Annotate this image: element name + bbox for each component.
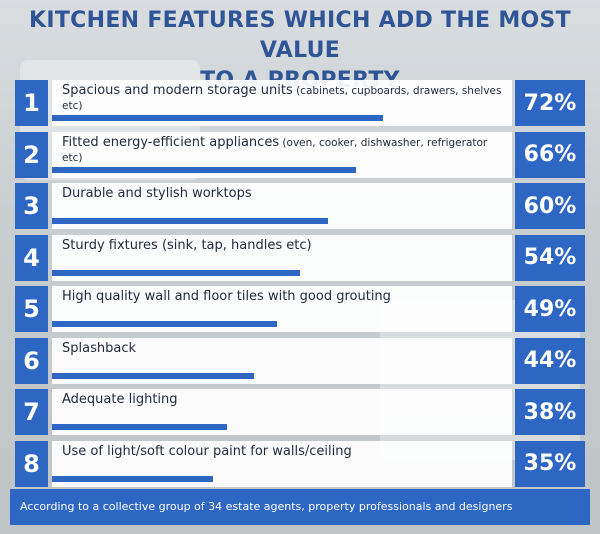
chart-row: 7 Adequate lighting 38% — [15, 389, 585, 435]
chart-row: 6 Splashback 44% — [15, 337, 585, 384]
chart-row: 2 Fitted energy-efficient appliances (ove… — [15, 131, 585, 178]
rank-number: 1 — [15, 80, 48, 126]
chart-row: 1 Spacious and modern storage units (cabi… — [15, 80, 585, 126]
value-label: 44% — [515, 337, 585, 384]
chart-row: 5 High quality wall and floor tiles with … — [15, 286, 585, 332]
rank-number: 4 — [15, 234, 48, 281]
value-bar — [52, 166, 356, 173]
category-label-main: Spacious and modern storage units — [62, 83, 293, 98]
value-bar — [52, 424, 227, 430]
rank-number: 5 — [15, 286, 48, 332]
category-label: Durable and stylish worktops — [62, 186, 504, 201]
bar-track — [52, 166, 512, 173]
category-label: High quality wall and floor tiles with g… — [62, 289, 504, 304]
value-label: 60% — [515, 183, 585, 229]
category-label-main: Fitted energy-efficient appliances — [62, 134, 280, 150]
category-label: Use of light/soft colour paint for walls… — [62, 444, 504, 459]
value-label: 66% — [515, 131, 585, 178]
title-line-1: KITCHEN FEATURES WHICH ADD THE MOST VALU… — [29, 8, 571, 63]
category-label: Splashback — [62, 341, 504, 356]
chart-row: 4 Sturdy fixtures (sink, tap, handles etc… — [15, 234, 585, 281]
footer-banner: According to a collective group of 34 es… — [10, 489, 590, 525]
value-bar — [52, 321, 278, 327]
bar-track — [52, 475, 512, 482]
category-label-main: High quality wall and floor tiles with g… — [62, 289, 391, 304]
rank-number: 3 — [15, 183, 48, 229]
category-label: Fitted energy-efficient appliances (oven… — [62, 135, 504, 165]
category-label: Sturdy fixtures (sink, tap, handles etc) — [62, 238, 504, 253]
rank-number: 6 — [15, 337, 48, 384]
bar-track — [52, 372, 512, 379]
footer-text: According to a collective group of 34 es… — [20, 500, 513, 513]
rank-number: 8 — [15, 440, 48, 487]
value-bar — [52, 218, 328, 224]
chart-row: 3 Durable and stylish worktops 60% — [15, 183, 585, 229]
value-bar — [52, 475, 213, 482]
category-label: Adequate lighting — [62, 392, 504, 407]
value-bar — [52, 269, 301, 276]
bar-track — [52, 269, 512, 276]
label-card: Splashback — [52, 337, 512, 384]
category-label-main: Splashback — [62, 340, 136, 356]
category-label-main: Sturdy fixtures (sink, tap, handles etc) — [62, 237, 312, 253]
category-label-note: (oven, cooker, dishwasher, refrigerator … — [62, 136, 488, 164]
value-bar — [52, 115, 384, 121]
category-label: Spacious and modern storage units (cabin… — [62, 83, 504, 113]
value-label: 38% — [515, 389, 585, 435]
value-label: 54% — [515, 234, 585, 281]
chart-row: 8 Use of light/soft colour paint for wall… — [15, 440, 585, 487]
bar-track — [52, 115, 512, 121]
category-label-note: (cabinets, cupboards, drawers, shelves e… — [62, 85, 502, 112]
category-label-main: Use of light/soft colour paint for walls… — [62, 443, 352, 459]
value-label: 49% — [515, 286, 585, 332]
value-label: 35% — [515, 440, 585, 487]
category-label-main: Adequate lighting — [62, 392, 178, 407]
bar-track — [52, 321, 512, 327]
rank-number: 7 — [15, 389, 48, 435]
category-label-main: Durable and stylish worktops — [62, 186, 252, 201]
bar-track — [52, 424, 512, 430]
rank-number: 2 — [15, 131, 48, 178]
value-label: 72% — [515, 80, 585, 126]
bar-track — [52, 218, 512, 224]
value-bar — [52, 372, 255, 379]
